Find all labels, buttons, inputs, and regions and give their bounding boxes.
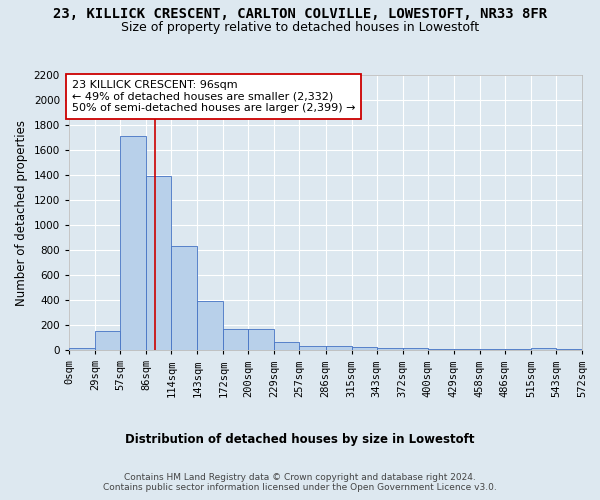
Bar <box>197 301 223 350</box>
Bar <box>299 346 326 350</box>
Text: 23 KILLICK CRESCENT: 96sqm
← 49% of detached houses are smaller (2,332)
50% of s: 23 KILLICK CRESCENT: 96sqm ← 49% of deta… <box>71 80 355 113</box>
Text: Distribution of detached houses by size in Lowestoft: Distribution of detached houses by size … <box>125 432 475 446</box>
Bar <box>120 136 146 350</box>
Text: 23, KILLICK CRESCENT, CARLTON COLVILLE, LOWESTOFT, NR33 8FR: 23, KILLICK CRESCENT, CARLTON COLVILLE, … <box>53 8 547 22</box>
Bar <box>146 176 171 350</box>
Text: Size of property relative to detached houses in Lowestoft: Size of property relative to detached ho… <box>121 22 479 35</box>
Bar <box>325 346 352 350</box>
Bar <box>377 348 403 350</box>
Bar <box>352 347 377 350</box>
Text: Contains HM Land Registry data © Crown copyright and database right 2024.
Contai: Contains HM Land Registry data © Crown c… <box>103 472 497 492</box>
Y-axis label: Number of detached properties: Number of detached properties <box>15 120 28 306</box>
Bar <box>248 330 274 350</box>
Bar <box>171 246 197 350</box>
Bar <box>95 330 120 350</box>
Bar <box>531 348 556 350</box>
Bar <box>223 329 248 350</box>
Bar <box>274 342 299 350</box>
Bar <box>403 348 428 350</box>
Bar <box>69 348 95 350</box>
